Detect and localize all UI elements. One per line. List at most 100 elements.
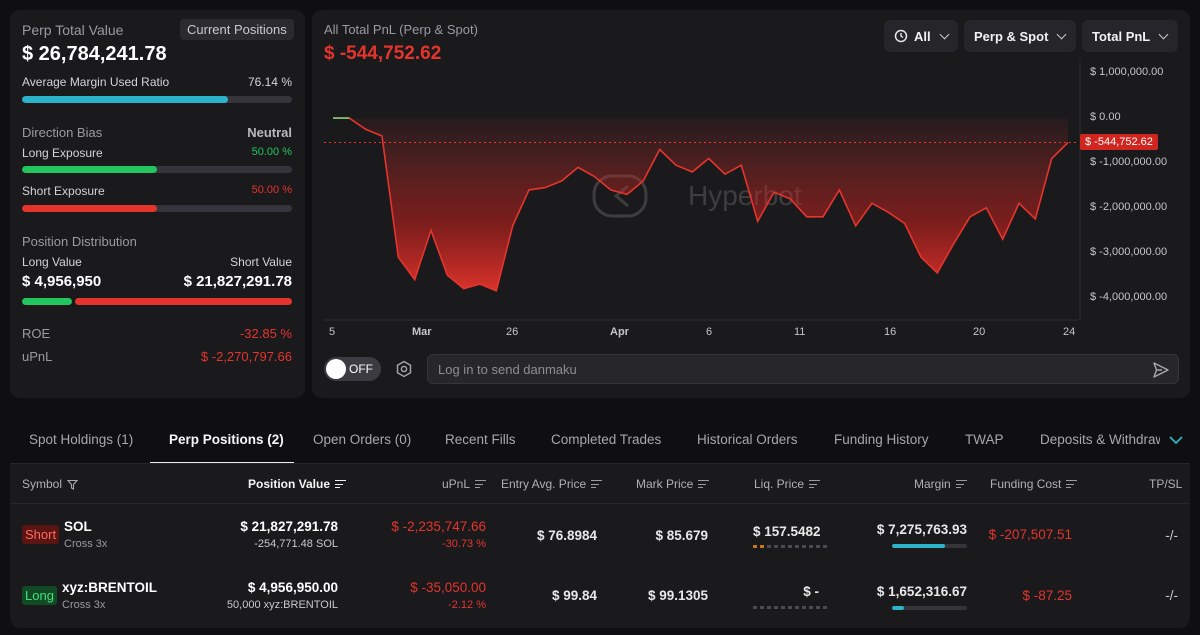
header-position-value-label: Position Value [248, 477, 331, 491]
row-position-size: -254,771.48 SOL [254, 538, 338, 550]
row-tpsl[interactable]: -/- [1165, 588, 1178, 603]
margin-bar [892, 606, 967, 610]
danmaku-toggle[interactable]: OFF [324, 357, 381, 381]
avg-margin-bar-fill [22, 96, 228, 103]
row-position-value: $ 4,956,950.00 [247, 580, 338, 595]
header-position-value[interactable]: Position Value [248, 477, 347, 491]
tab-twap[interactable]: TWAP [965, 432, 1004, 447]
long-value: $ 4,956,950 [22, 273, 102, 290]
header-upnl[interactable]: uPnL [442, 477, 487, 491]
tab-recent-fills[interactable]: Recent Fills [445, 432, 516, 447]
distribution-long-segment [22, 298, 72, 305]
liq-meter-segment [774, 545, 778, 548]
margin-bar-fill [892, 544, 945, 548]
liq-meter-segment [788, 545, 792, 548]
row-margin: $ 1,652,316.67 [876, 584, 967, 599]
chart-title: All Total PnL (Perp & Spot) [324, 22, 478, 37]
tabs-divider [10, 463, 1190, 464]
tab-spot-holdings[interactable]: Spot Holdings (1) [29, 432, 134, 447]
market-value: Perp & Spot [974, 28, 1049, 44]
send-icon[interactable] [1152, 361, 1170, 379]
row-upnl-pct: -2.12 % [448, 599, 486, 611]
side-badge-long: Long [22, 586, 57, 605]
row-liq-price: $ 157.5482 [753, 524, 821, 539]
row-funding-cost: $ -87.25 [1022, 588, 1072, 603]
tab-historical-orders[interactable]: Historical Orders [697, 432, 798, 447]
long-exposure-label: Long Exposure [22, 146, 103, 160]
long-value-label: Long Value [22, 255, 82, 269]
header-divider [10, 503, 1190, 504]
row-margin: $ 7,275,763.93 [876, 522, 967, 537]
liq-meter-segment [760, 545, 764, 548]
tab-deposits-withdraw[interactable]: Deposits & Withdraw [1040, 432, 1160, 447]
short-exposure-label: Short Exposure [22, 184, 105, 198]
margin-bar [892, 544, 967, 548]
tab-open-orders[interactable]: Open Orders (0) [313, 432, 412, 447]
short-value-label: Short Value [230, 255, 292, 269]
header-entry-price[interactable]: Entry Avg. Price [501, 477, 603, 491]
time-range-value: All [914, 28, 931, 44]
positions-table [10, 464, 1190, 628]
tab-completed-trades[interactable]: Completed Trades [551, 432, 662, 447]
short-exposure-value: 50.00 % [251, 184, 292, 196]
time-range-dropdown[interactable]: All [884, 20, 958, 52]
roe-value: -32.85 % [239, 326, 292, 341]
sort-icon [1066, 480, 1078, 489]
position-distribution-bar [22, 298, 292, 305]
avg-margin-value: 76.14 % [247, 75, 292, 89]
header-funding-cost[interactable]: Funding Cost [990, 477, 1078, 491]
row-tpsl[interactable]: -/- [1165, 528, 1178, 543]
current-positions-button[interactable]: Current Positions [180, 19, 294, 40]
liq-meter-segment [767, 606, 771, 609]
tab-funding-history[interactable]: Funding History [834, 432, 929, 447]
liq-meter-segment [760, 606, 764, 609]
liq-meter-segment [774, 606, 778, 609]
x-tick-label: 5 [329, 326, 336, 338]
danmaku-input[interactable]: Log in to send danmaku [427, 354, 1179, 384]
row-liq-price: $ - [803, 584, 819, 599]
row-upnl-pct: -30.73 % [441, 538, 486, 550]
header-symbol[interactable]: Symbol [22, 477, 79, 491]
row-mark-price: $ 85.679 [655, 528, 708, 543]
liq-meter-segment [753, 545, 757, 548]
tab-perp-positions[interactable]: Perp Positions (2) [169, 432, 284, 447]
header-mark-price[interactable]: Mark Price [636, 477, 710, 491]
row-symbol[interactable]: SOL [64, 519, 92, 534]
danmaku-toggle-label: OFF [349, 362, 373, 376]
x-tick-label: 6 [706, 326, 713, 338]
header-funding-label: Funding Cost [990, 477, 1062, 491]
summary-panel: Perp Total Value Current Positions $ 26,… [10, 10, 305, 398]
filter-icon[interactable] [67, 479, 79, 490]
liq-meter-segment [816, 545, 820, 548]
direction-bias-value: Neutral [247, 125, 292, 140]
short-exposure-bar [22, 205, 292, 212]
liq-meter-segment [767, 545, 771, 548]
liq-meter-segment [781, 606, 785, 609]
header-entry-label: Entry Avg. Price [501, 477, 587, 491]
avg-margin-bar [22, 96, 292, 103]
settings-icon[interactable] [395, 360, 413, 378]
long-exposure-bar [22, 166, 292, 173]
row-entry-price: $ 99.84 [551, 588, 597, 603]
avg-margin-label: Average Margin Used Ratio [22, 75, 170, 89]
liq-risk-meter [753, 545, 827, 548]
row-position-size: 50,000 xyz:BRENTOIL [226, 599, 338, 611]
danmaku-input-placeholder: Log in to send danmaku [438, 362, 577, 377]
sort-icon [335, 480, 347, 489]
row-symbol[interactable]: xyz:BRENTOIL [62, 580, 158, 595]
chevron-down-icon[interactable] [1168, 434, 1184, 446]
header-liq-price[interactable]: Liq. Price [754, 477, 821, 491]
side-badge-short: Short [22, 525, 60, 544]
market-dropdown[interactable]: Perp & Spot [964, 20, 1076, 52]
y-tick-label: $ 0.00 [1090, 111, 1121, 124]
header-margin[interactable]: Margin [914, 477, 967, 491]
liq-meter-segment [781, 545, 785, 548]
row-position-value: $ 21,827,291.78 [240, 519, 338, 534]
pnl-area [333, 118, 1068, 291]
direction-bias-label: Direction Bias [22, 125, 103, 140]
row-funding-cost: $ -207,507.51 [988, 527, 1072, 542]
liq-meter-segment [795, 606, 799, 609]
sort-icon [809, 480, 821, 489]
metric-dropdown[interactable]: Total PnL [1082, 20, 1178, 52]
liq-meter-segment [809, 545, 813, 548]
